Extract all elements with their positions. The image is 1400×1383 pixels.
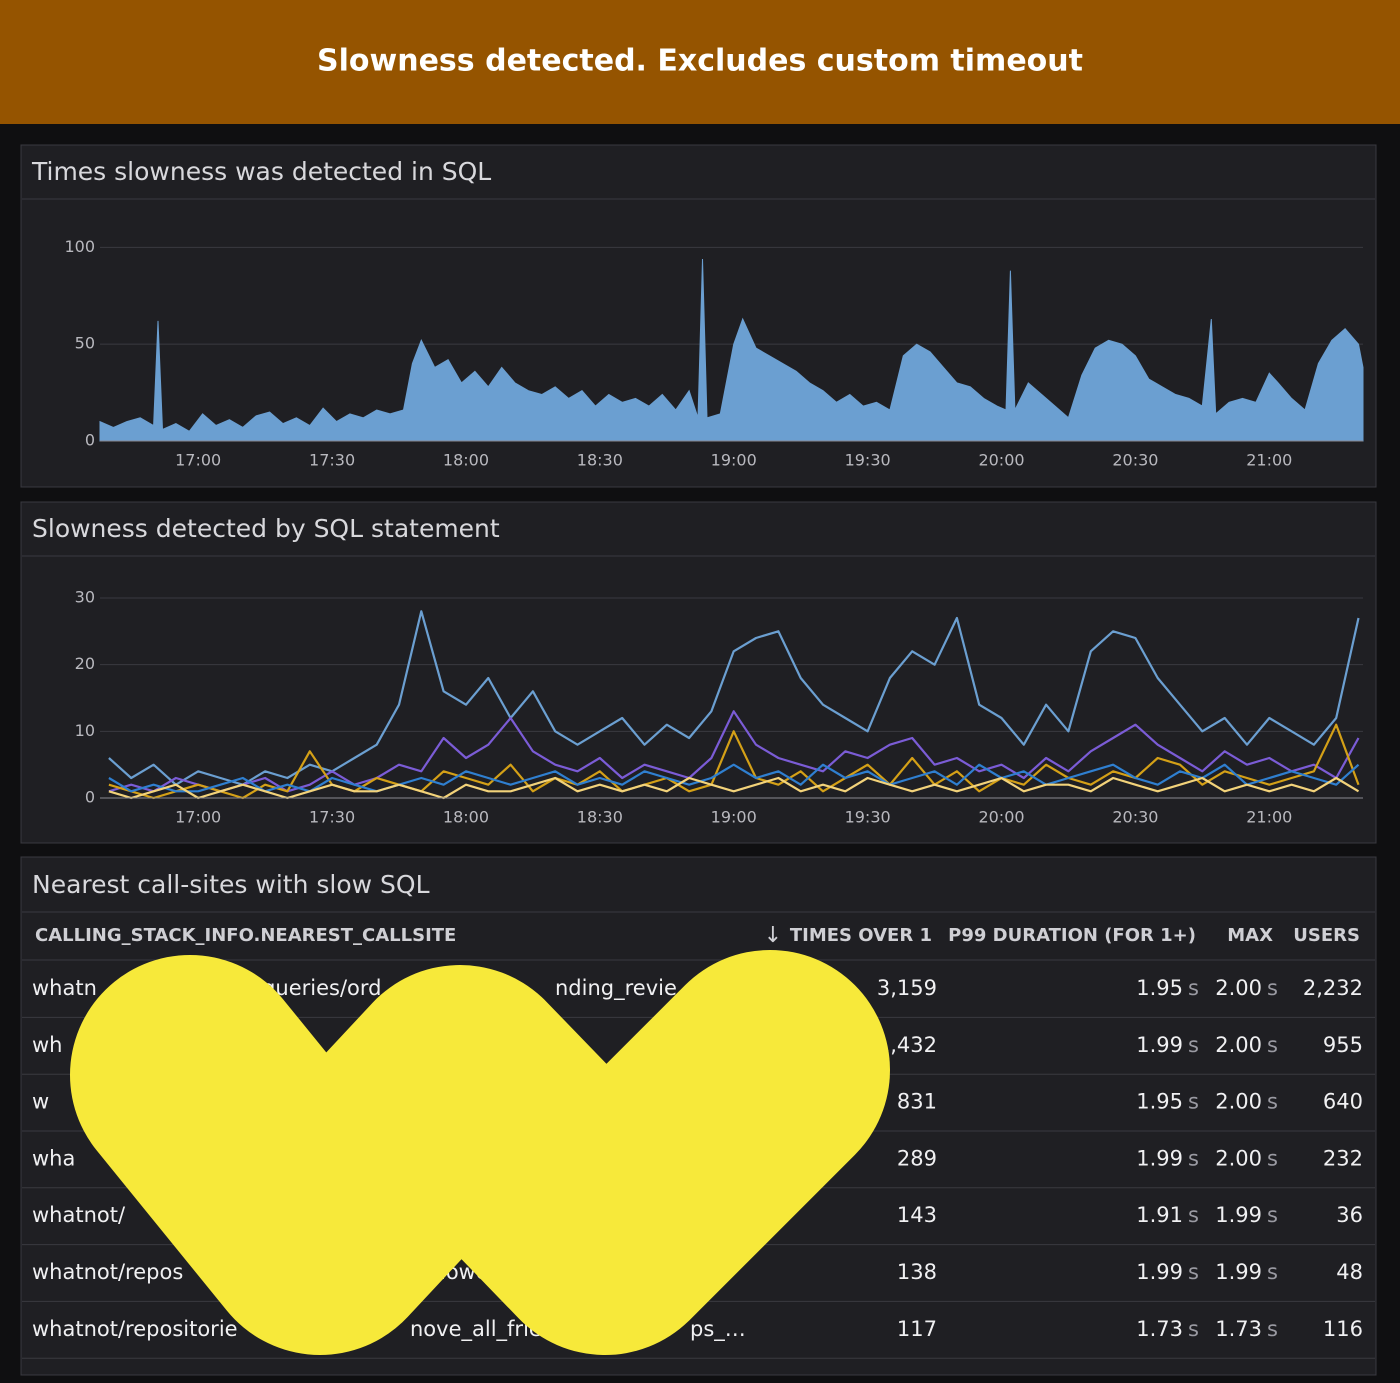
x-tick-label: 17:00	[175, 451, 221, 470]
banner-title: Slowness detected. Excludes custom timeo…	[317, 44, 1083, 79]
callsite: w	[32, 1090, 49, 1114]
x-tick-label: 19:30	[845, 451, 891, 470]
users-cell: 2,232	[1303, 976, 1363, 1000]
panel-title: Slowness detected by SQL statement	[32, 514, 500, 543]
unit: s	[1188, 1203, 1199, 1227]
x-tick-label: 20:00	[978, 808, 1024, 827]
column-header: CALLING_STACK_INFO.NEAREST_CALLSITE	[35, 925, 456, 946]
times-cell: 143	[897, 1203, 937, 1227]
x-tick-label: 20:00	[978, 451, 1024, 470]
unit: s	[1188, 1317, 1199, 1341]
callsite: whatn	[32, 976, 97, 1000]
p99-cell: 1.95	[1136, 976, 1183, 1000]
p99-cell: 1.91	[1136, 1203, 1183, 1227]
y-tick-label: 0	[85, 788, 95, 807]
unit: s	[1267, 1260, 1278, 1284]
unit: s	[1267, 1317, 1278, 1341]
y-tick-label: 10	[75, 721, 95, 740]
x-tick-label: 19:00	[711, 808, 757, 827]
unit: s	[1188, 1260, 1199, 1284]
line	[108, 710, 1360, 793]
x-tick-label: 21:00	[1246, 451, 1292, 470]
max-cell: 1.99	[1215, 1203, 1262, 1227]
x-tick-label: 18:00	[443, 808, 489, 827]
y-tick-label: 100	[64, 237, 95, 256]
area	[99, 258, 1364, 442]
line	[108, 723, 1360, 800]
max-cell: 2.00	[1215, 1090, 1262, 1114]
x-tick-label: 19:00	[711, 451, 757, 470]
x-tick-label: 21:00	[1246, 808, 1292, 827]
column-header: TIMES OVER 1	[790, 925, 932, 946]
x-tick-label: 17:30	[309, 451, 355, 470]
max-cell: 1.73	[1215, 1317, 1262, 1341]
x-tick-label: 20:30	[1112, 451, 1158, 470]
callsite: wha	[32, 1146, 75, 1170]
callsite: whatnot/repos	[32, 1260, 183, 1284]
banner	[0, 0, 1400, 124]
x-tick-label: 17:30	[309, 808, 355, 827]
unit: s	[1267, 1146, 1278, 1170]
p99-cell: 1.73	[1136, 1317, 1183, 1341]
times-cell: 289	[897, 1146, 937, 1170]
users-cell: 955	[1323, 1033, 1363, 1057]
x-tick-label: 18:30	[577, 808, 623, 827]
unit: s	[1188, 1033, 1199, 1057]
callsite: whatnot/	[32, 1203, 126, 1227]
callsite: ps_…	[690, 1317, 746, 1342]
panel-title: Times slowness was detected in SQL	[31, 157, 491, 186]
x-tick-label: 20:30	[1112, 808, 1158, 827]
p99-cell: 1.95	[1136, 1090, 1183, 1114]
x-tick-label: 19:30	[845, 808, 891, 827]
unit: s	[1267, 1090, 1278, 1114]
unit: s	[1267, 1033, 1278, 1057]
callsite: wh	[32, 1033, 63, 1057]
users-cell: 36	[1336, 1203, 1363, 1227]
y-tick-label: 20	[75, 654, 95, 673]
max-cell: 2.00	[1215, 976, 1262, 1000]
x-tick-label: 18:30	[577, 451, 623, 470]
times-cell: 117	[897, 1317, 937, 1341]
p99-cell: 1.99	[1136, 1146, 1183, 1170]
unit: s	[1188, 1090, 1199, 1114]
callsite: whatnot/repositorie	[32, 1317, 238, 1341]
times-cell: 3,159	[877, 976, 937, 1000]
p99-cell: 1.99	[1136, 1033, 1183, 1057]
times-cell: 138	[897, 1260, 937, 1284]
unit: s	[1267, 1203, 1278, 1227]
users-cell: 116	[1323, 1317, 1363, 1341]
x-tick-label: 17:00	[175, 808, 221, 827]
users-cell: 232	[1323, 1146, 1363, 1170]
users-cell: 640	[1323, 1090, 1363, 1114]
p99-cell: 1.99	[1136, 1260, 1183, 1284]
panel-title: Nearest call-sites with slow SQL	[32, 870, 430, 899]
column-header: USERS	[1293, 925, 1360, 946]
callsite: nove_all_frie	[410, 1317, 542, 1342]
column-header: P99 DURATION (FOR 1+)	[948, 925, 1196, 946]
max-cell: 1.99	[1215, 1260, 1262, 1284]
max-cell: 2.00	[1215, 1146, 1262, 1170]
redaction	[70, 950, 890, 1355]
y-tick-label: 50	[75, 334, 95, 353]
times-cell: 831	[897, 1090, 937, 1114]
y-tick-label: 0	[85, 431, 95, 450]
unit: s	[1188, 976, 1199, 1000]
max-cell: 2.00	[1215, 1033, 1262, 1057]
callsite: nding_revie	[555, 976, 677, 1001]
line	[108, 763, 1360, 793]
unit: s	[1188, 1146, 1199, 1170]
line	[108, 776, 1360, 800]
sort-arrow[interactable]: ↓	[764, 923, 782, 948]
column-header: MAX	[1227, 925, 1273, 946]
x-tick-label: 18:00	[443, 451, 489, 470]
users-cell: 48	[1336, 1260, 1363, 1284]
line	[108, 610, 1360, 786]
unit: s	[1267, 976, 1278, 1000]
y-tick-label: 30	[75, 588, 95, 607]
